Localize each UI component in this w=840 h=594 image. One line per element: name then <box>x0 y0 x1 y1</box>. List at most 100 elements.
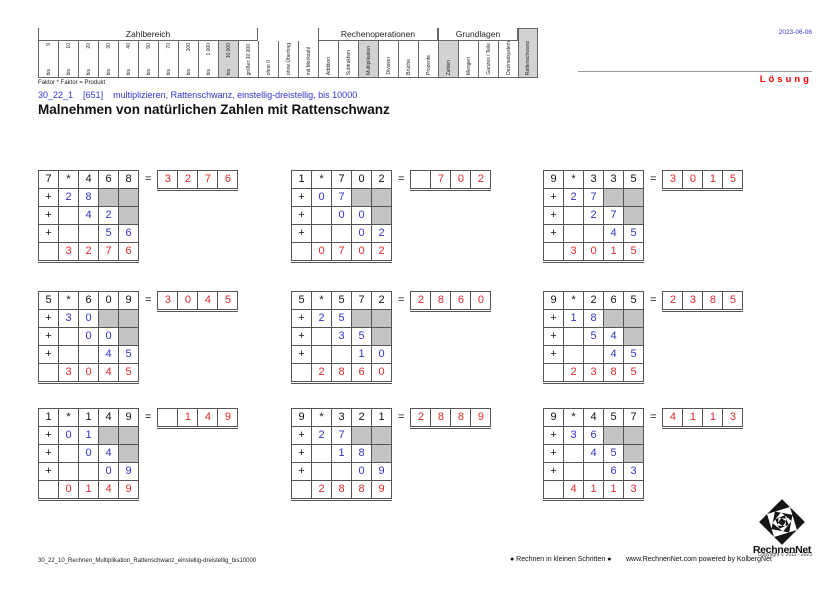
criteria-column: 20 bis <box>78 41 98 78</box>
unused-cell <box>119 189 138 206</box>
footer-slogan: ● Rechnen in kleinen Schritten ● <box>510 556 612 563</box>
criteria-column: ohne 0 <box>258 41 278 78</box>
partial-digit-cell: 7 <box>332 427 351 444</box>
multiplicand-cell: 9 <box>119 409 138 426</box>
problem-grid: 9 * 4 5 7 +3 6 +4 5 +6 3 4 1 1 3 <box>543 408 644 499</box>
empty-cell <box>332 463 351 480</box>
result-digit-cell <box>411 171 431 188</box>
empty-cell <box>79 346 98 363</box>
sum-digit-cell: 3 <box>624 481 643 498</box>
criteria-column: Subtraktion <box>338 41 358 78</box>
empty-cell <box>39 243 58 260</box>
plus-sign-cell: + <box>39 189 58 206</box>
plus-sign-cell: + <box>544 225 563 242</box>
plus-sign-cell: + <box>39 445 58 462</box>
factor-cell: 9 <box>544 292 563 309</box>
criteria-value-label: 50 <box>145 43 152 49</box>
sum-digit-cell: 1 <box>584 481 603 498</box>
criteria-value-label: 10.000 <box>225 43 232 59</box>
double-underline <box>38 262 139 263</box>
criteria-label: größer 10.000 <box>245 43 252 75</box>
multiplicand-cell: 0 <box>352 171 371 188</box>
multiplicand-cell: 6 <box>604 292 623 309</box>
result-digit-cell: 4 <box>198 409 218 426</box>
criteria-group: Grundlagen <box>438 28 518 41</box>
equals-sign: = <box>650 173 657 185</box>
problem-5: 5 * 5 7 2 +2 5 +3 5 +1 0 2 8 6 0 = 2 8 6 0 <box>291 291 492 384</box>
grid-stack: 1 * 7 0 2 +0 7 +0 0 +0 2 0 7 0 2 <box>291 170 392 263</box>
unused-cell <box>624 207 643 224</box>
partial-digit-cell: 3 <box>624 463 643 480</box>
empty-cell <box>584 463 603 480</box>
criteria-column: 9 bis <box>38 41 58 78</box>
partial-digit-cell: 6 <box>119 225 138 242</box>
multiplicand-cell: 5 <box>332 292 351 309</box>
partial-digit-cell: 0 <box>352 207 371 224</box>
multiplicand-cell: 2 <box>352 409 371 426</box>
criteria-label: Rattenschwanz <box>525 40 531 75</box>
plus-sign-cell: + <box>544 189 563 206</box>
partial-digit-cell: 0 <box>352 225 371 242</box>
criteria-bis-label: bis <box>85 68 92 75</box>
empty-cell <box>79 225 98 242</box>
unused-cell <box>624 427 643 444</box>
empty-cell <box>584 225 603 242</box>
problem-7: 1 * 1 4 9 +0 1 +0 4 +0 9 0 1 4 9 = 1 4 9 <box>38 408 239 501</box>
partial-digit-cell: 2 <box>312 310 331 327</box>
result-digit-cell: 3 <box>683 292 703 309</box>
criteria-label: mit Merkzahl <box>305 46 312 75</box>
sum-digit-cell: 0 <box>352 243 371 260</box>
criteria-label: ohne 0 <box>265 59 272 75</box>
sum-digit-cell: 4 <box>564 481 583 498</box>
plus-sign-cell: + <box>39 427 58 444</box>
times-sign-cell: * <box>564 409 583 426</box>
plus-sign-cell: + <box>544 207 563 224</box>
result-digit-cell: 0 <box>451 171 471 188</box>
partial-digit-cell: 5 <box>604 445 623 462</box>
partial-digit-cell: 3 <box>59 310 78 327</box>
empty-cell <box>564 225 583 242</box>
empty-cell <box>292 364 311 381</box>
times-sign-cell: * <box>59 171 78 188</box>
result-digit-cell: 5 <box>218 292 238 309</box>
criteria-group: Rechenoperationen <box>318 28 438 41</box>
sum-digit-cell: 0 <box>59 481 78 498</box>
result-digit-cell: 3 <box>158 171 178 188</box>
criteria-column: 30 bis <box>98 41 118 78</box>
plus-sign-cell: + <box>544 346 563 363</box>
partial-digit-cell: 4 <box>604 225 623 242</box>
partial-digit-cell: 3 <box>564 427 583 444</box>
sum-digit-cell: 8 <box>332 481 351 498</box>
criteria-value-label: 70 <box>165 43 172 49</box>
result-digit-cell <box>158 409 178 426</box>
partial-digit-cell: 4 <box>604 328 623 345</box>
result-digit-cell: 1 <box>703 171 723 188</box>
grid-stack: 5 * 5 7 2 +2 5 +3 5 +1 0 2 8 6 0 <box>291 291 392 384</box>
criteria-value-label: 30 <box>105 43 112 49</box>
partial-digit-cell: 5 <box>119 346 138 363</box>
partial-digit-cell: 0 <box>79 328 98 345</box>
sum-digit-cell: 8 <box>352 481 371 498</box>
result-digit-cell: 8 <box>703 292 723 309</box>
double-underline <box>38 383 139 384</box>
double-underline <box>291 262 392 263</box>
equals-sign: = <box>650 294 657 306</box>
partial-digit-cell: 4 <box>99 346 118 363</box>
criteria-value-label: 10 <box>65 43 72 49</box>
partial-digit-cell: 0 <box>372 346 391 363</box>
multiplicand-cell: 6 <box>79 292 98 309</box>
sum-digit-cell: 9 <box>372 481 391 498</box>
result-digit-cell: 1 <box>703 409 723 426</box>
sum-digit-cell: 0 <box>372 364 391 381</box>
partial-digit-cell: 4 <box>604 346 623 363</box>
sum-digit-cell: 5 <box>119 364 138 381</box>
partial-digit-cell: 8 <box>584 310 603 327</box>
empty-cell <box>292 243 311 260</box>
unused-cell <box>352 427 371 444</box>
problem-grid: 5 * 6 0 9 +3 0 +0 0 +4 5 3 0 4 5 <box>38 291 139 382</box>
partial-digit-cell: 1 <box>332 445 351 462</box>
double-underline <box>291 500 392 501</box>
